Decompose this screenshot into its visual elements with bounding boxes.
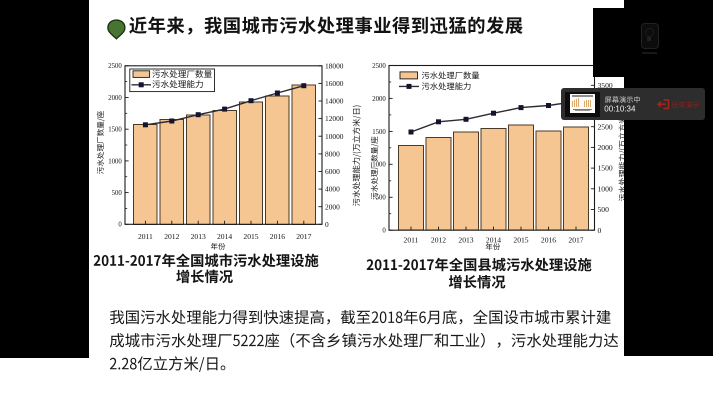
svg-text:2017: 2017 bbox=[296, 232, 311, 241]
svg-text:2012: 2012 bbox=[164, 232, 179, 241]
svg-text:2011: 2011 bbox=[404, 236, 419, 245]
svg-text:2015: 2015 bbox=[513, 236, 528, 245]
svg-text:1000: 1000 bbox=[372, 162, 386, 169]
svg-text:2014: 2014 bbox=[217, 232, 232, 241]
svg-text:2000: 2000 bbox=[372, 96, 386, 103]
svg-text:8000: 8000 bbox=[325, 150, 340, 159]
svg-text:2000: 2000 bbox=[598, 143, 613, 152]
svg-text:2500: 2500 bbox=[108, 63, 122, 70]
svg-text:2500: 2500 bbox=[372, 63, 386, 70]
svg-text:2000: 2000 bbox=[108, 95, 122, 102]
svg-text:500: 500 bbox=[598, 205, 610, 214]
svg-text:1500: 1500 bbox=[598, 164, 613, 173]
svg-text:16000: 16000 bbox=[325, 79, 344, 88]
svg-text:2015: 2015 bbox=[243, 232, 258, 241]
svg-text:1500: 1500 bbox=[372, 129, 386, 136]
svg-text:2017: 2017 bbox=[568, 236, 583, 245]
svg-text:3500: 3500 bbox=[598, 81, 613, 90]
svg-text:500: 500 bbox=[112, 190, 123, 197]
svg-text:500: 500 bbox=[376, 195, 387, 202]
svg-text:2012: 2012 bbox=[431, 236, 446, 245]
svg-text:0: 0 bbox=[382, 228, 386, 235]
svg-text:14000: 14000 bbox=[325, 97, 344, 106]
svg-text:0: 0 bbox=[118, 222, 122, 229]
svg-text:2016: 2016 bbox=[270, 232, 285, 241]
svg-text:10000: 10000 bbox=[325, 132, 344, 141]
svg-text:00:10:34: 00:10:34 bbox=[604, 105, 636, 114]
svg-text:2014: 2014 bbox=[486, 236, 501, 245]
svg-text:18000: 18000 bbox=[325, 61, 344, 70]
svg-text:12000: 12000 bbox=[325, 114, 344, 123]
svg-text:2013: 2013 bbox=[191, 232, 206, 241]
svg-text:2011: 2011 bbox=[138, 232, 153, 241]
svg-text:2500: 2500 bbox=[598, 122, 613, 131]
svg-text:0: 0 bbox=[325, 220, 329, 229]
svg-text:2016: 2016 bbox=[541, 236, 556, 245]
svg-text:0: 0 bbox=[598, 226, 602, 235]
svg-text:1000: 1000 bbox=[108, 158, 122, 165]
svg-text:1500: 1500 bbox=[108, 127, 122, 134]
svg-text:2013: 2013 bbox=[458, 236, 473, 245]
svg-text:4000: 4000 bbox=[325, 185, 340, 194]
svg-text:1000: 1000 bbox=[598, 184, 613, 193]
svg-text:2000: 2000 bbox=[325, 202, 340, 211]
svg-text:6000: 6000 bbox=[325, 167, 340, 176]
